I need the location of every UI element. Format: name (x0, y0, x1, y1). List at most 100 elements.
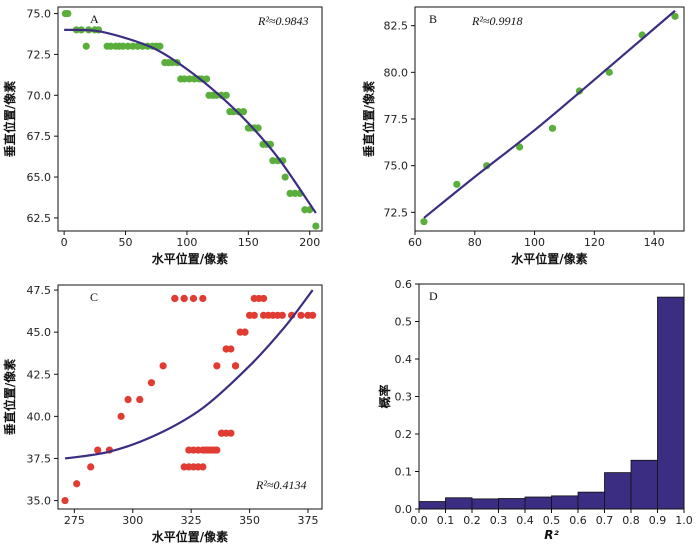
data-point (156, 42, 164, 50)
data-point (297, 311, 305, 319)
y-tick-label: 0.1 (395, 466, 413, 479)
y-tick-label: 62.5 (27, 212, 52, 225)
histogram-bar (471, 498, 499, 510)
data-point (147, 379, 156, 387)
x-tick-label: 0.3 (490, 514, 508, 527)
y-axis-label: 垂直位置/像素 (2, 81, 17, 157)
data-point (117, 412, 125, 420)
data-point (94, 446, 102, 454)
x-tick-label: 80 (468, 236, 482, 249)
x-tick-label: 375 (297, 514, 318, 527)
data-point (180, 294, 188, 303)
data-point (199, 294, 207, 303)
panel-d: 0.0 0.1 0.2 0.3 0.4 0.5 0.6 0.7 0.8 0.9 1.0 0.0 0.1 0… (377, 278, 693, 542)
r-squared-annotation: R²≈0.4134 (255, 478, 307, 492)
histogram-bar (524, 496, 552, 510)
y-tick-label: 80.0 (384, 66, 409, 79)
data-point (250, 311, 258, 319)
panel-b: 60 80 100 120 140 72.5 75.0 77.5 80.0 82.5 B R²≈0.9… (361, 6, 685, 266)
y-tick-label: 70.0 (27, 89, 52, 102)
data-point (180, 463, 188, 471)
data-point (259, 294, 268, 303)
panel-letter: A (90, 12, 99, 26)
x-axis-label: R² (544, 528, 559, 542)
y-tick-label: 45.0 (27, 326, 52, 339)
data-point (281, 173, 289, 181)
data-point (309, 311, 317, 319)
panel-a: 0 50 100 150 200 62.5 65.0 67.5 70.0 72.5 75.0 A R²≈… (2, 6, 323, 266)
y-axis-label: 垂直位置/像素 (361, 81, 376, 157)
y-tick-label: 37.5 (27, 452, 52, 465)
data-point (227, 429, 235, 437)
y-tick-label: 0.6 (395, 278, 413, 291)
x-tick-label: 0.2 (463, 514, 481, 527)
x-axis-label: 水平位置/像素 (152, 529, 228, 544)
x-tick-label: 0.6 (569, 514, 587, 527)
histogram-bar (418, 501, 446, 510)
data-point (73, 480, 81, 488)
histogram-bar (445, 497, 473, 510)
data-point (516, 143, 524, 151)
data-point (217, 429, 226, 437)
y-tick-label: 65.0 (27, 171, 52, 184)
data-point (136, 395, 144, 404)
x-tick-label: 50 (119, 236, 133, 249)
histogram-bar (577, 491, 605, 510)
y-tick-label: 82.5 (384, 20, 409, 33)
r-squared-annotation: R²≈0.9843 (257, 14, 309, 28)
panels: 0 50 100 150 200 62.5 65.0 67.5 70.0 72.5 75.0 A R²≈… (2, 6, 693, 544)
data-point (222, 345, 230, 353)
x-tick-label: 0.7 (596, 514, 614, 527)
data-point (213, 446, 221, 454)
x-tick-label: 150 (238, 236, 259, 249)
x-tick-label: 60 (408, 236, 422, 249)
x-tick-label: 0.0 (410, 514, 428, 527)
data-point (64, 9, 72, 18)
histogram-bar (551, 495, 579, 510)
y-tick-label: 0.3 (395, 391, 413, 404)
x-tick-label: 1.0 (675, 514, 693, 527)
panel-c: 275 300 325 350 375 35.0 37.5 40.0 42.5 45.0 47.5 C… (2, 284, 323, 544)
y-tick-label: 0.0 (395, 503, 413, 516)
x-tick-label: 0.1 (437, 514, 455, 527)
data-point (312, 222, 320, 230)
x-tick-label: 140 (644, 236, 665, 249)
data-point (453, 180, 461, 188)
data-point (171, 294, 179, 303)
data-point (213, 362, 221, 370)
x-tick-label: 0 (61, 236, 68, 249)
x-tick-label: 100 (176, 236, 197, 249)
y-tick-label: 77.5 (384, 113, 409, 126)
y-tick-label: 75.0 (27, 8, 52, 21)
data-point (87, 463, 95, 471)
y-tick-label: 42.5 (27, 368, 52, 381)
x-tick-label: 0.4 (516, 514, 534, 527)
y-tick-label: 35.0 (27, 495, 52, 508)
plot-frame (57, 6, 323, 232)
x-axis-label: 水平位置/像素 (511, 251, 587, 266)
panel-letter: D (429, 289, 438, 303)
histogram-bar (604, 472, 632, 510)
data-point (605, 68, 613, 76)
data-point (61, 496, 69, 505)
data-point (420, 218, 428, 226)
y-tick-label: 0.2 (395, 428, 413, 441)
fit-curve (423, 9, 676, 219)
data-point (189, 294, 198, 303)
y-tick-label: 0.5 (395, 316, 413, 329)
x-tick-label: 300 (122, 514, 143, 527)
data-point (239, 108, 248, 116)
y-axis-label: 垂直位置/像素 (2, 359, 17, 435)
data-point (199, 463, 207, 471)
r-squared-annotation: R²≈0.9918 (471, 14, 523, 28)
data-point (671, 12, 679, 20)
data-point (82, 42, 90, 50)
y-tick-label: 75.0 (384, 160, 409, 173)
y-tick-label: 40.0 (27, 410, 52, 423)
histogram-bar (657, 296, 685, 510)
fit-curve (64, 289, 314, 460)
data-point (124, 395, 132, 404)
data-point (241, 328, 249, 336)
data-point (231, 362, 240, 370)
